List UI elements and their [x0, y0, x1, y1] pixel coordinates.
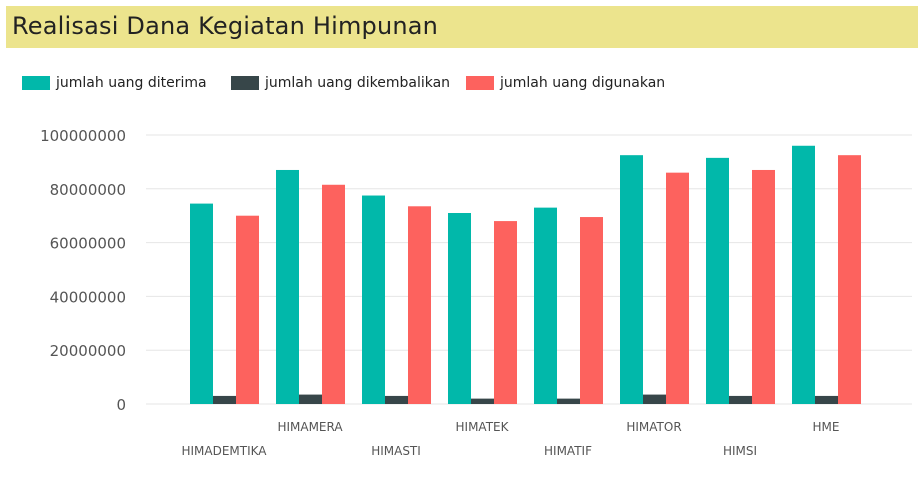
- legend-label-digunakan: jumlah uang digunakan: [500, 75, 666, 91]
- bar-himator-dikembalikan[interactable]: [643, 394, 666, 404]
- bar-himademtika-digunakan[interactable]: [236, 215, 259, 404]
- y-tick-label: 60000000: [50, 235, 126, 253]
- x-tick-label: HIMAMERA: [277, 420, 343, 434]
- bar-himasti-diterima[interactable]: [362, 195, 385, 404]
- y-tick-label: 40000000: [50, 288, 126, 306]
- x-tick-label: HIMATIF: [544, 444, 592, 458]
- bar-himamera-digunakan[interactable]: [322, 184, 345, 404]
- bar-himatif-digunakan[interactable]: [580, 217, 603, 404]
- y-tick-label: 0: [116, 396, 126, 414]
- bar-himator-diterima[interactable]: [620, 155, 643, 404]
- bar-himatek-digunakan[interactable]: [494, 221, 517, 404]
- x-tick-label: HIMATEK: [456, 420, 510, 434]
- bar-himasti-dikembalikan[interactable]: [385, 395, 408, 404]
- bar-himsi-diterima[interactable]: [706, 157, 729, 404]
- legend-swatch-diterima: [22, 76, 50, 90]
- y-tick-label: 20000000: [50, 342, 126, 360]
- legend-swatch-digunakan: [466, 76, 494, 90]
- bar-himsi-digunakan[interactable]: [752, 169, 775, 404]
- bar-himamera-diterima[interactable]: [276, 169, 299, 404]
- legend-swatch-dikembalikan: [231, 76, 259, 90]
- bar-hme-dikembalikan[interactable]: [815, 395, 838, 404]
- legend-label-diterima: jumlah uang diterima: [56, 75, 207, 91]
- x-tick-label: HIMSI: [723, 444, 757, 458]
- bar-himamera-dikembalikan[interactable]: [299, 394, 322, 404]
- bar-himsi-dikembalikan[interactable]: [729, 395, 752, 404]
- bar-himademtika-dikembalikan[interactable]: [213, 395, 236, 404]
- x-tick-label: HME: [813, 420, 840, 434]
- x-tick-label: HIMATOR: [626, 420, 681, 434]
- chart-title: Realisasi Dana Kegiatan Himpunan: [12, 12, 439, 40]
- bar-himatek-diterima[interactable]: [448, 213, 471, 404]
- title-bar: Realisasi Dana Kegiatan Himpunan: [6, 6, 918, 48]
- bar-himasti-digunakan[interactable]: [408, 206, 431, 404]
- y-tick-label: 80000000: [50, 181, 126, 199]
- bar-hme-digunakan[interactable]: [838, 155, 861, 404]
- legend-label-dikembalikan: jumlah uang dikembalikan: [265, 75, 451, 91]
- bar-himator-digunakan[interactable]: [666, 172, 689, 404]
- bar-himatif-diterima[interactable]: [534, 207, 557, 404]
- x-tick-label: HIMADEMTIKA: [181, 444, 267, 458]
- bar-hme-diterima[interactable]: [792, 145, 815, 404]
- bar-himademtika-diterima[interactable]: [190, 203, 213, 404]
- bar-himatif-dikembalikan[interactable]: [557, 398, 580, 404]
- x-tick-label: HIMASTI: [371, 444, 421, 458]
- bar-himatek-dikembalikan[interactable]: [471, 398, 494, 404]
- y-tick-label: 100000000: [40, 127, 126, 145]
